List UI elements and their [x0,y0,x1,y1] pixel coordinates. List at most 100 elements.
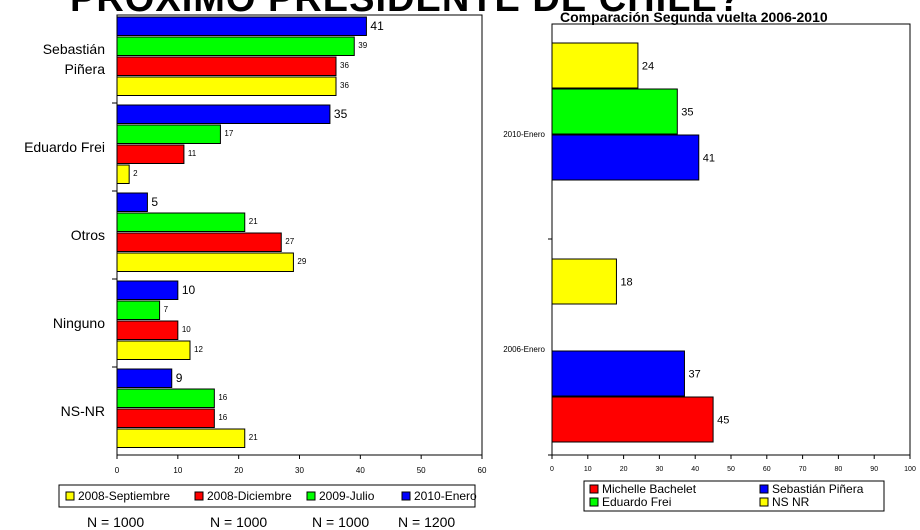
tick-label: 50 [727,466,735,473]
right-chart-title: Comparación Segunda vuelta 2006-2010 [560,9,828,25]
tick-label: 80 [835,466,843,473]
tick-label: 30 [295,466,304,475]
right-legend-frame [583,480,885,512]
bar [116,280,179,300]
left-legend-frame [58,484,476,508]
sample-size-label: N = 1000 [312,514,370,530]
bar [116,36,355,56]
tick-label: 50 [417,466,426,475]
tick-label: 20 [234,466,243,475]
tick-label: 100 [904,466,916,473]
legend-swatch [759,484,769,494]
data-label: 12 [194,345,203,354]
legend-label: NS NR [772,495,810,509]
legend-label: 2008-Septiembre [78,489,170,503]
data-label: 11 [188,149,197,158]
legend-label: Michelle Bachelet [602,482,697,496]
tick-label: 60 [478,466,487,475]
data-label: 41 [703,153,715,165]
legend-label: 2010-Enero [414,489,477,503]
bar [551,88,678,135]
legend-swatch [65,491,75,501]
data-label: 27 [285,237,294,246]
data-label: 35 [681,107,693,119]
data-label: 16 [218,393,227,402]
group-label: 2010-Enero [503,130,545,139]
data-label: 21 [249,217,258,226]
tick-label: 40 [356,466,365,475]
tick-label: 70 [799,466,807,473]
tick-label: 10 [584,466,592,473]
sample-size-label: N = 1000 [210,514,268,530]
data-label: 9 [176,371,183,385]
bar [116,408,215,428]
bar [116,340,191,360]
group-label: 2006-Enero [503,345,545,354]
data-label: 16 [218,413,227,422]
bar [116,300,161,320]
data-label: 17 [224,129,233,138]
bar [116,192,148,212]
bar [116,76,337,96]
data-label: 7 [164,305,169,314]
bar [116,104,331,124]
data-label: 29 [297,257,306,266]
sample-size-label: N = 1200 [398,514,456,530]
bar [551,42,639,89]
data-label: 37 [688,369,700,381]
data-label: 10 [182,283,196,297]
legend-swatch [194,491,204,501]
data-label: 45 [717,415,729,427]
legend-label: Eduardo Frei [602,495,671,509]
bar [116,124,221,144]
legend-label: 2008-Diciembre [207,489,292,503]
bar [116,16,367,36]
legend-swatch [306,491,316,501]
bar [116,388,215,408]
sample-size-label: N = 1000 [87,514,145,530]
tick-label: 20 [620,466,628,473]
legend-swatch [589,484,599,494]
bar [551,350,685,397]
tick-label: 0 [115,466,120,475]
bar [116,252,294,272]
bar [551,258,617,305]
tick-label: 90 [870,466,878,473]
data-label: 36 [340,81,349,90]
legend-label: Sebastián Piñera [772,482,864,496]
bar [116,428,246,448]
category-label: NS-NR [61,403,105,419]
bar [116,164,130,184]
bar [116,144,185,164]
category-label: Otros [71,227,105,243]
data-label: 21 [249,433,258,442]
data-label: 10 [182,325,191,334]
data-label: 39 [358,41,367,50]
legend-swatch [401,491,411,501]
category-label: Eduardo Frei [24,139,105,155]
legend-swatch [759,497,769,507]
category-label: Ninguno [53,315,105,331]
bar [116,56,337,76]
tick-label: 0 [550,466,554,473]
tick-label: 40 [691,466,699,473]
legend-swatch [589,497,599,507]
data-label: 24 [642,61,654,73]
legend-label: 2009-Julio [319,489,375,503]
data-label: 5 [151,195,158,209]
bar [116,212,246,232]
bar [116,368,173,388]
data-label: 41 [370,19,384,33]
bar [551,396,714,443]
tick-label: 60 [763,466,771,473]
bar [551,134,700,181]
data-label: 35 [334,107,348,121]
data-label: 36 [340,61,349,70]
category-label: Sebastián [43,41,105,57]
tick-label: 10 [173,466,182,475]
data-label: 18 [620,277,632,289]
bar [116,232,282,252]
data-label: 2 [133,169,138,178]
tick-label: 30 [656,466,664,473]
